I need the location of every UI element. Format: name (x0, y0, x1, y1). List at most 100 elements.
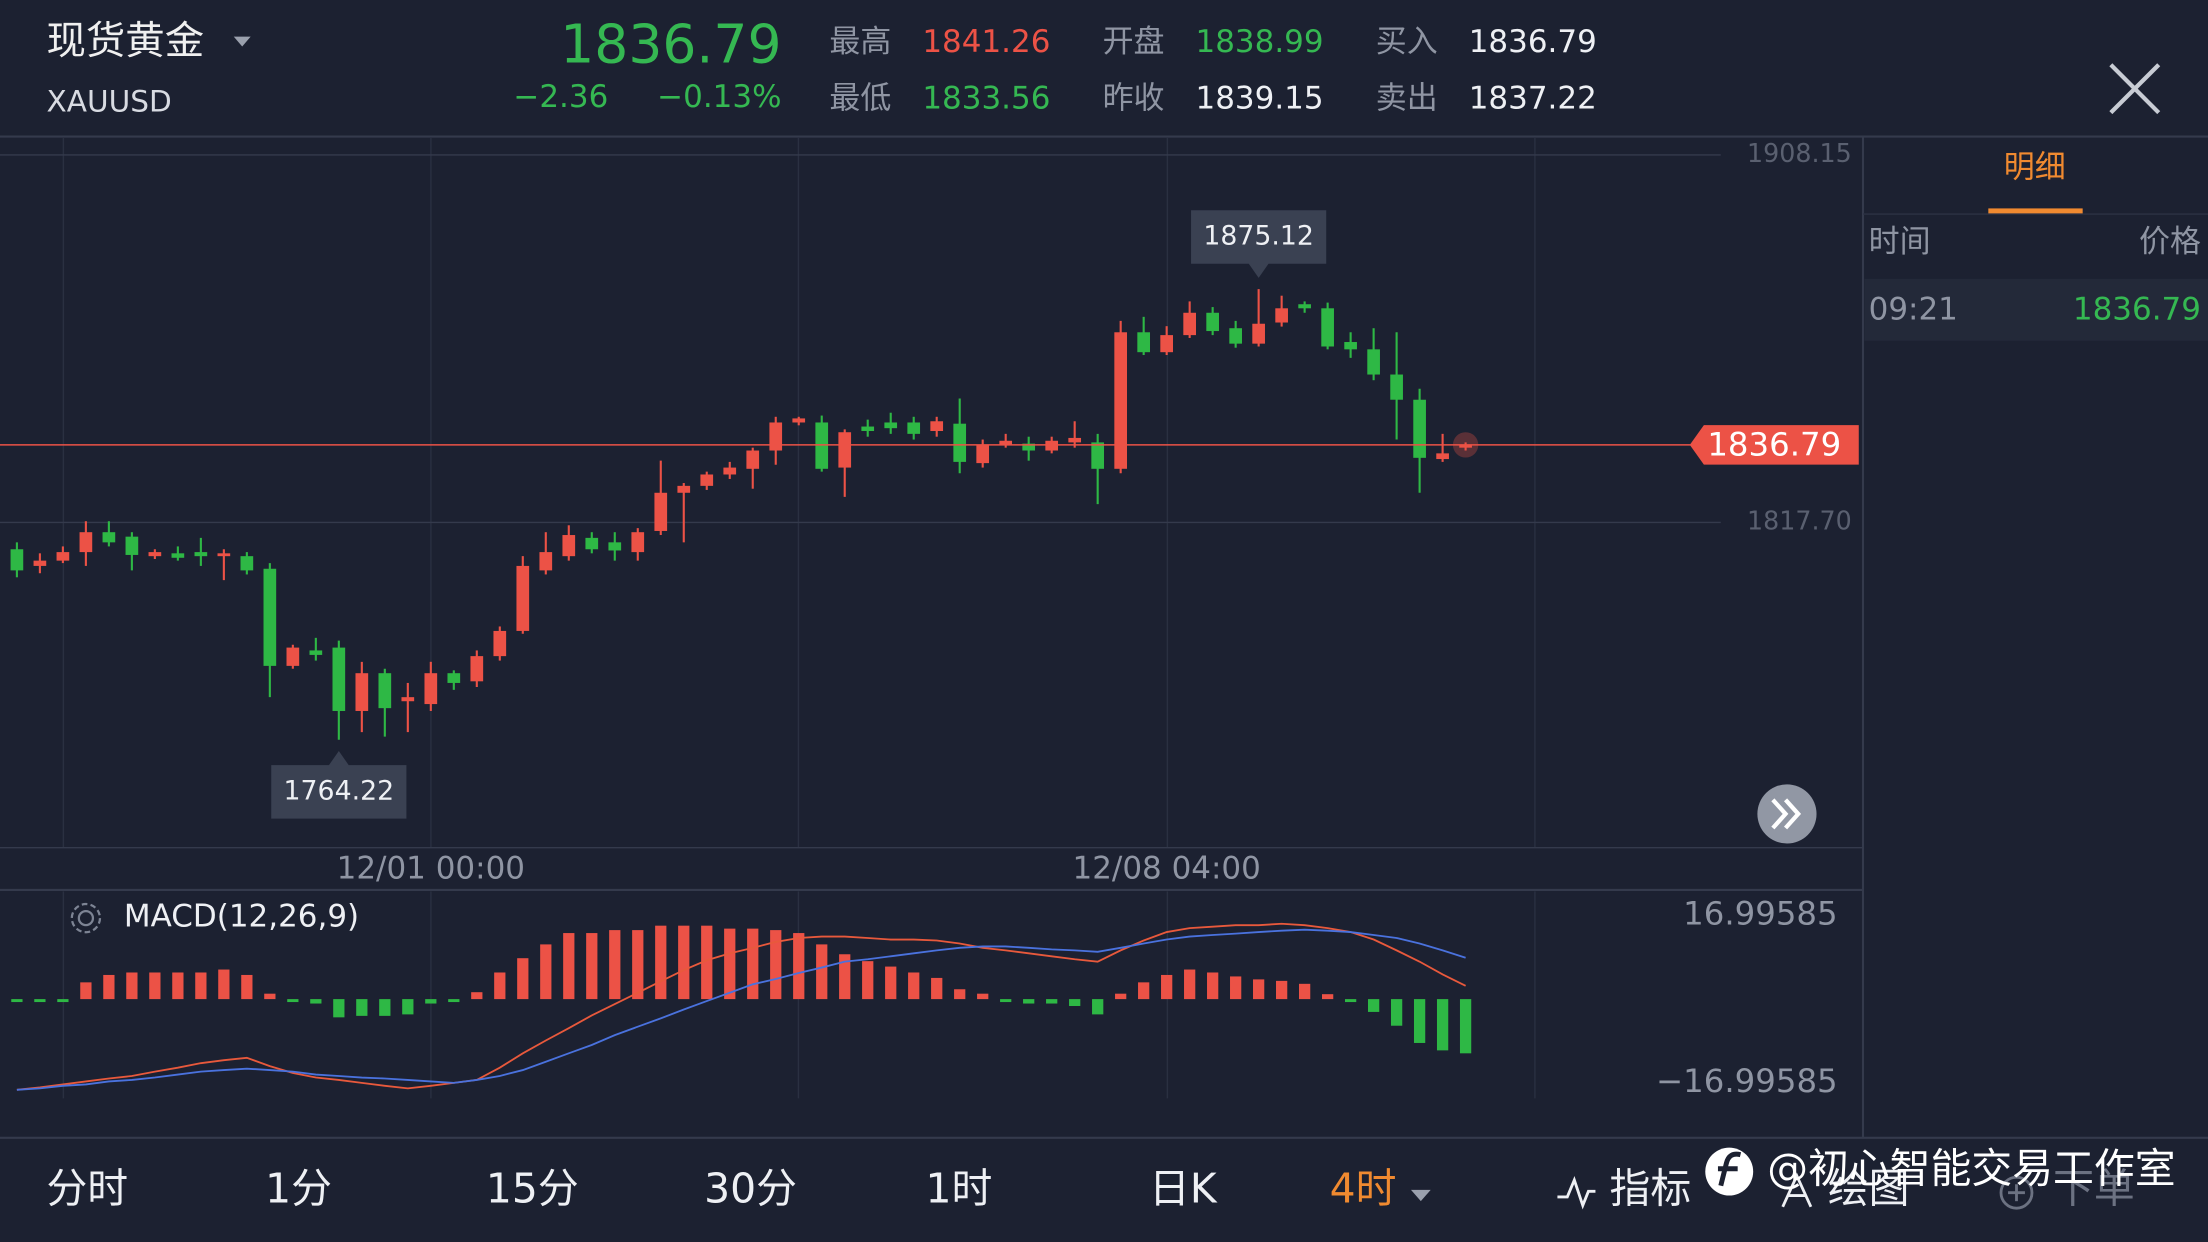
macd-bar (1138, 982, 1150, 1000)
macd-bar (908, 972, 920, 1000)
candle-body (1206, 312, 1219, 332)
stat-label: 最低 (829, 80, 891, 116)
instrument-name[interactable]: 现货黄金 (46, 18, 204, 64)
column-header: 价格 (2139, 224, 2201, 260)
period-tab[interactable]: 1分 (265, 1164, 332, 1212)
stat-label: 买入 (1376, 24, 1438, 60)
candle-body (493, 630, 507, 657)
macd-line (16, 928, 1466, 1091)
macd-bar (1459, 999, 1472, 1054)
candle-body (838, 432, 852, 468)
macd-bar (218, 969, 230, 1000)
high-callout (1191, 210, 1327, 278)
tool-button[interactable]: 绘图 (1828, 1164, 1910, 1212)
detail-tab[interactable]: 明细 (2004, 149, 2066, 185)
macd-bar (1230, 976, 1242, 1000)
period-tab[interactable]: 1时 (926, 1164, 993, 1212)
candle-body (355, 673, 369, 711)
candle-body (263, 568, 277, 666)
candle-body (424, 673, 438, 705)
macd-bar (241, 974, 253, 1000)
detail-row (1864, 278, 2208, 341)
candle-body (953, 423, 967, 462)
period-tab[interactable]: 15分 (486, 1164, 579, 1212)
candle-body (240, 556, 254, 571)
stat-value: 1836.79 (1469, 24, 1597, 60)
macd-bar (356, 999, 368, 1016)
macd-bar (1436, 999, 1449, 1051)
macd-bar (1367, 999, 1380, 1012)
candle-body (194, 552, 208, 557)
price-change-pct: −0.13% (657, 79, 781, 115)
macd-bar (1207, 972, 1219, 1000)
macd-bar (80, 982, 92, 1000)
stat-value: 1841.26 (922, 24, 1050, 60)
macd-bar (1115, 993, 1127, 1000)
macd-bar (448, 999, 460, 1003)
indicator-title: MACD(12,26,9) (124, 899, 359, 935)
tool-button[interactable]: 指标 (1610, 1164, 1692, 1212)
candle-body (1252, 323, 1265, 344)
candle-body (976, 444, 990, 464)
candle-body (1298, 304, 1311, 309)
period-tab-active[interactable]: 4时 (1330, 1164, 1397, 1212)
candle-body (1321, 308, 1334, 347)
candle-body (1459, 444, 1472, 448)
candle-body (654, 492, 668, 531)
dropdown-icon[interactable] (233, 36, 251, 47)
last-price-glow (1452, 432, 1479, 458)
candle-body (1413, 399, 1426, 458)
detail-time: 09:21 (1869, 292, 1958, 328)
candle-body (1091, 442, 1105, 469)
candle-body (79, 532, 93, 553)
macd-bar (1390, 999, 1403, 1026)
period-tab[interactable]: 分时 (46, 1164, 128, 1212)
indicator-icon[interactable] (1557, 1176, 1596, 1210)
stat-label: 开盘 (1103, 24, 1165, 60)
macd-bar (563, 933, 575, 1000)
macd-bar (517, 958, 529, 1000)
macd-bar (1413, 999, 1426, 1043)
macd-bar (494, 972, 506, 1000)
macd-bar (471, 992, 483, 1000)
order-icon[interactable] (1999, 1175, 2034, 1210)
macd-bar (264, 993, 276, 1000)
macd-bar (57, 999, 69, 1003)
dropdown-icon[interactable] (1410, 1189, 1431, 1202)
stat-label: 昨收 (1103, 80, 1165, 116)
close-button[interactable] (2109, 63, 2161, 115)
candle-body (1068, 437, 1082, 443)
stat-value: 1833.56 (922, 80, 1050, 116)
scroll-latest-button[interactable] (1757, 784, 1817, 844)
macd-bar (402, 999, 414, 1015)
draw-icon[interactable] (1781, 1172, 1813, 1208)
macd-bar (1276, 980, 1288, 1000)
candle-body (1436, 453, 1449, 460)
period-tab[interactable]: 日K (1149, 1164, 1218, 1212)
candle-body (792, 418, 806, 423)
macd-bar (678, 925, 690, 1000)
settings-icon[interactable] (70, 902, 102, 934)
macd-bar (839, 954, 851, 1000)
watermark: @初心智能交易工作室 (1767, 1145, 2175, 1193)
stat-label: 最高 (829, 24, 891, 60)
period-tab[interactable]: 30分 (704, 1164, 797, 1212)
candle-body (10, 549, 24, 571)
macd-bar (816, 944, 828, 1000)
tool-button[interactable]: 下单 (2053, 1164, 2135, 1212)
macd-bar (540, 944, 552, 1000)
candle-body (769, 422, 783, 451)
macd-bar (609, 930, 621, 1000)
macd-bar (1184, 969, 1196, 1000)
macd-bar (1299, 983, 1311, 1000)
macd-bar (586, 933, 598, 1000)
macd-bar (885, 966, 897, 1000)
candle-body (217, 553, 231, 557)
macd-bar (747, 928, 759, 1000)
macd-line (16, 922, 1467, 1091)
macd-bar (425, 999, 437, 1004)
macd-bar (126, 972, 138, 1000)
candle-body (815, 422, 829, 469)
instrument-symbol: XAUUSD (46, 84, 171, 118)
